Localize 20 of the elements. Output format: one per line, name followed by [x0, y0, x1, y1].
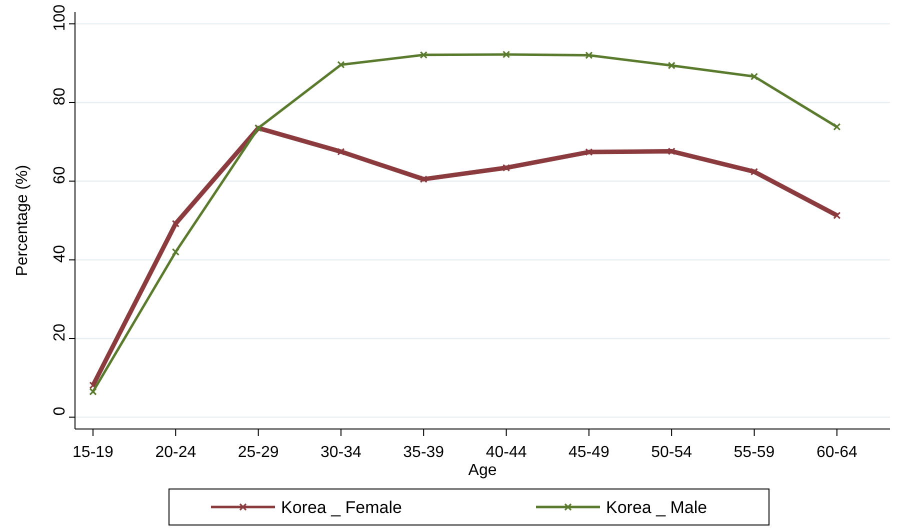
y-tick-label: 60	[52, 166, 69, 184]
x-tick-label: 15-19	[72, 444, 114, 461]
y-tick-label: 100	[52, 4, 69, 32]
y-tick-label: 80	[52, 87, 69, 106]
x-tick-label: 50-54	[651, 444, 692, 461]
x-tick-label: 25-29	[238, 444, 279, 461]
x-tick-label: 30-34	[320, 444, 362, 461]
x-tick-label: 35-39	[403, 444, 444, 461]
legend-label: Korea _ Male	[606, 498, 708, 517]
x-tick-label: 40-44	[486, 444, 527, 461]
x-tick-label: 60-64	[816, 444, 858, 461]
legend-label: Korea _ Female	[281, 498, 402, 517]
x-tick-label: 20-24	[155, 444, 196, 461]
x-axis-title: Age	[468, 462, 497, 479]
y-tick-label: 40	[52, 244, 69, 263]
x-tick-label: 45-49	[568, 444, 610, 461]
x-tick-label: 55-59	[734, 444, 775, 461]
y-tick-label: 0	[52, 406, 69, 416]
y-axis-title: Percentage (%)	[14, 164, 31, 276]
y-tick-label: 20	[52, 324, 69, 342]
